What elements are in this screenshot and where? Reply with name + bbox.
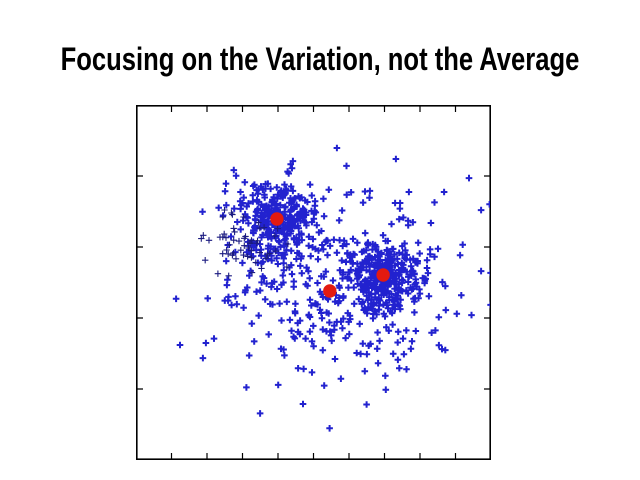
slide-title: Focusing on the Variation, not the Avera… [60, 40, 580, 77]
scatter-plot [136, 105, 491, 460]
scatter-figure [136, 105, 491, 460]
